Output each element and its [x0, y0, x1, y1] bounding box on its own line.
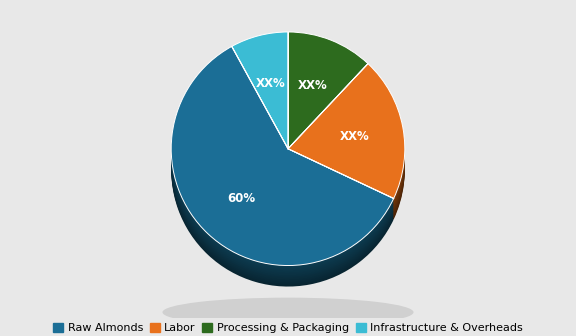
Wedge shape: [288, 71, 405, 206]
Wedge shape: [288, 82, 405, 217]
Wedge shape: [232, 53, 288, 170]
Wedge shape: [232, 36, 288, 153]
Wedge shape: [171, 59, 393, 278]
Wedge shape: [232, 45, 288, 161]
Wedge shape: [288, 85, 405, 219]
Wedge shape: [171, 53, 393, 272]
Wedge shape: [288, 40, 368, 157]
Wedge shape: [232, 38, 288, 154]
Wedge shape: [232, 52, 288, 168]
Wedge shape: [232, 47, 288, 164]
Wedge shape: [171, 58, 393, 277]
Wedge shape: [288, 68, 405, 203]
Wedge shape: [171, 68, 393, 287]
Wedge shape: [288, 74, 405, 208]
Wedge shape: [232, 50, 288, 167]
Wedge shape: [288, 47, 368, 164]
Wedge shape: [288, 49, 368, 166]
Wedge shape: [288, 72, 405, 207]
Text: XX%: XX%: [256, 77, 286, 90]
Wedge shape: [288, 80, 405, 215]
Wedge shape: [288, 52, 368, 168]
Wedge shape: [232, 40, 288, 157]
Wedge shape: [288, 42, 368, 159]
Wedge shape: [232, 43, 288, 160]
Text: XX%: XX%: [340, 130, 369, 142]
Wedge shape: [288, 39, 368, 156]
Wedge shape: [171, 46, 393, 265]
Wedge shape: [288, 33, 368, 150]
Wedge shape: [288, 46, 368, 163]
Wedge shape: [232, 42, 288, 159]
Wedge shape: [288, 45, 368, 161]
Wedge shape: [171, 66, 393, 285]
Wedge shape: [288, 79, 405, 214]
Wedge shape: [171, 63, 393, 282]
Wedge shape: [232, 32, 288, 149]
Wedge shape: [288, 76, 405, 211]
Wedge shape: [232, 39, 288, 156]
Wedge shape: [171, 62, 393, 281]
Wedge shape: [171, 52, 393, 271]
Wedge shape: [288, 83, 405, 218]
Text: 60%: 60%: [228, 192, 256, 205]
Wedge shape: [288, 67, 405, 201]
Wedge shape: [288, 53, 368, 170]
Wedge shape: [171, 49, 393, 268]
Wedge shape: [171, 48, 393, 267]
Wedge shape: [171, 51, 393, 270]
Wedge shape: [288, 69, 405, 204]
Wedge shape: [171, 65, 393, 284]
Wedge shape: [288, 38, 368, 154]
Text: XX%: XX%: [298, 79, 328, 92]
Wedge shape: [288, 50, 368, 167]
Wedge shape: [232, 33, 288, 150]
Wedge shape: [288, 78, 405, 212]
Ellipse shape: [162, 298, 414, 327]
Wedge shape: [288, 32, 368, 149]
Wedge shape: [288, 64, 405, 199]
Wedge shape: [288, 75, 405, 210]
Wedge shape: [232, 35, 288, 152]
Wedge shape: [288, 35, 368, 152]
Wedge shape: [232, 46, 288, 163]
Wedge shape: [171, 55, 393, 274]
Wedge shape: [171, 56, 393, 275]
Wedge shape: [171, 60, 393, 280]
Wedge shape: [232, 49, 288, 166]
Wedge shape: [288, 36, 368, 153]
Legend: Raw Almonds, Labor, Processing & Packaging, Infrastructure & Overheads: Raw Almonds, Labor, Processing & Packagi…: [49, 319, 527, 336]
Wedge shape: [288, 65, 405, 200]
Wedge shape: [288, 43, 368, 160]
